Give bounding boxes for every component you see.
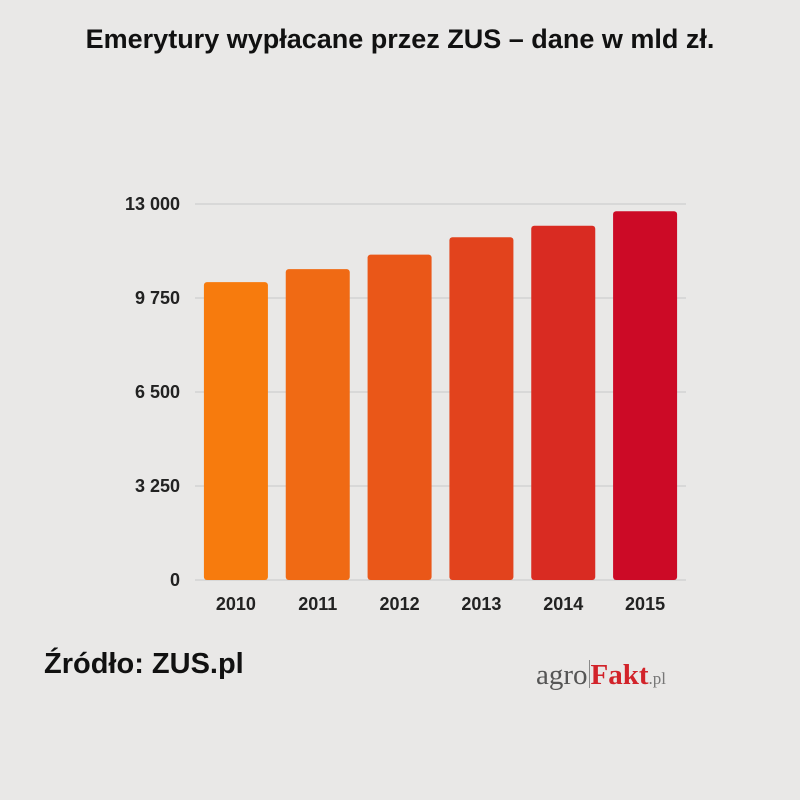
bar-2015 <box>613 211 678 580</box>
bar-2011 <box>285 269 350 580</box>
x-tick-label: 2014 <box>543 594 583 614</box>
y-tick-label: 3 250 <box>135 476 180 496</box>
x-tick-label: 2010 <box>216 594 256 614</box>
bar-2010 <box>203 282 268 580</box>
bars <box>203 211 678 580</box>
agrofakt-logo: agro Fakt.pl <box>536 658 666 696</box>
bar-2013 <box>449 237 514 580</box>
x-tick-label: 2011 <box>298 594 337 614</box>
source-label: Źródło: ZUS.pl <box>44 648 244 680</box>
logo-fakt-text: Fakt <box>590 659 649 691</box>
bar-2014 <box>531 225 596 580</box>
logo-divider <box>588 660 590 688</box>
y-axis-ticks: 0 3 250 6 500 9 750 13 000 <box>125 194 180 590</box>
logo-agro-text: agro <box>536 659 588 691</box>
x-tick-label: 2012 <box>380 594 420 614</box>
x-tick-label: 2015 <box>625 594 665 614</box>
y-tick-label: 6 500 <box>135 382 180 402</box>
y-tick-label: 0 <box>170 570 180 590</box>
logo-pl-text: .pl <box>648 669 667 688</box>
bar-2012 <box>367 254 432 580</box>
gridlines <box>195 203 686 581</box>
x-axis-ticks: 2010 2011 2012 2013 2014 2015 <box>216 594 665 614</box>
chart-title: Emerytury wypłacane przez ZUS – dane w m… <box>85 24 715 54</box>
x-tick-label: 2013 <box>461 594 501 614</box>
y-tick-label: 13 000 <box>125 194 180 214</box>
y-tick-label: 9 750 <box>135 288 180 308</box>
